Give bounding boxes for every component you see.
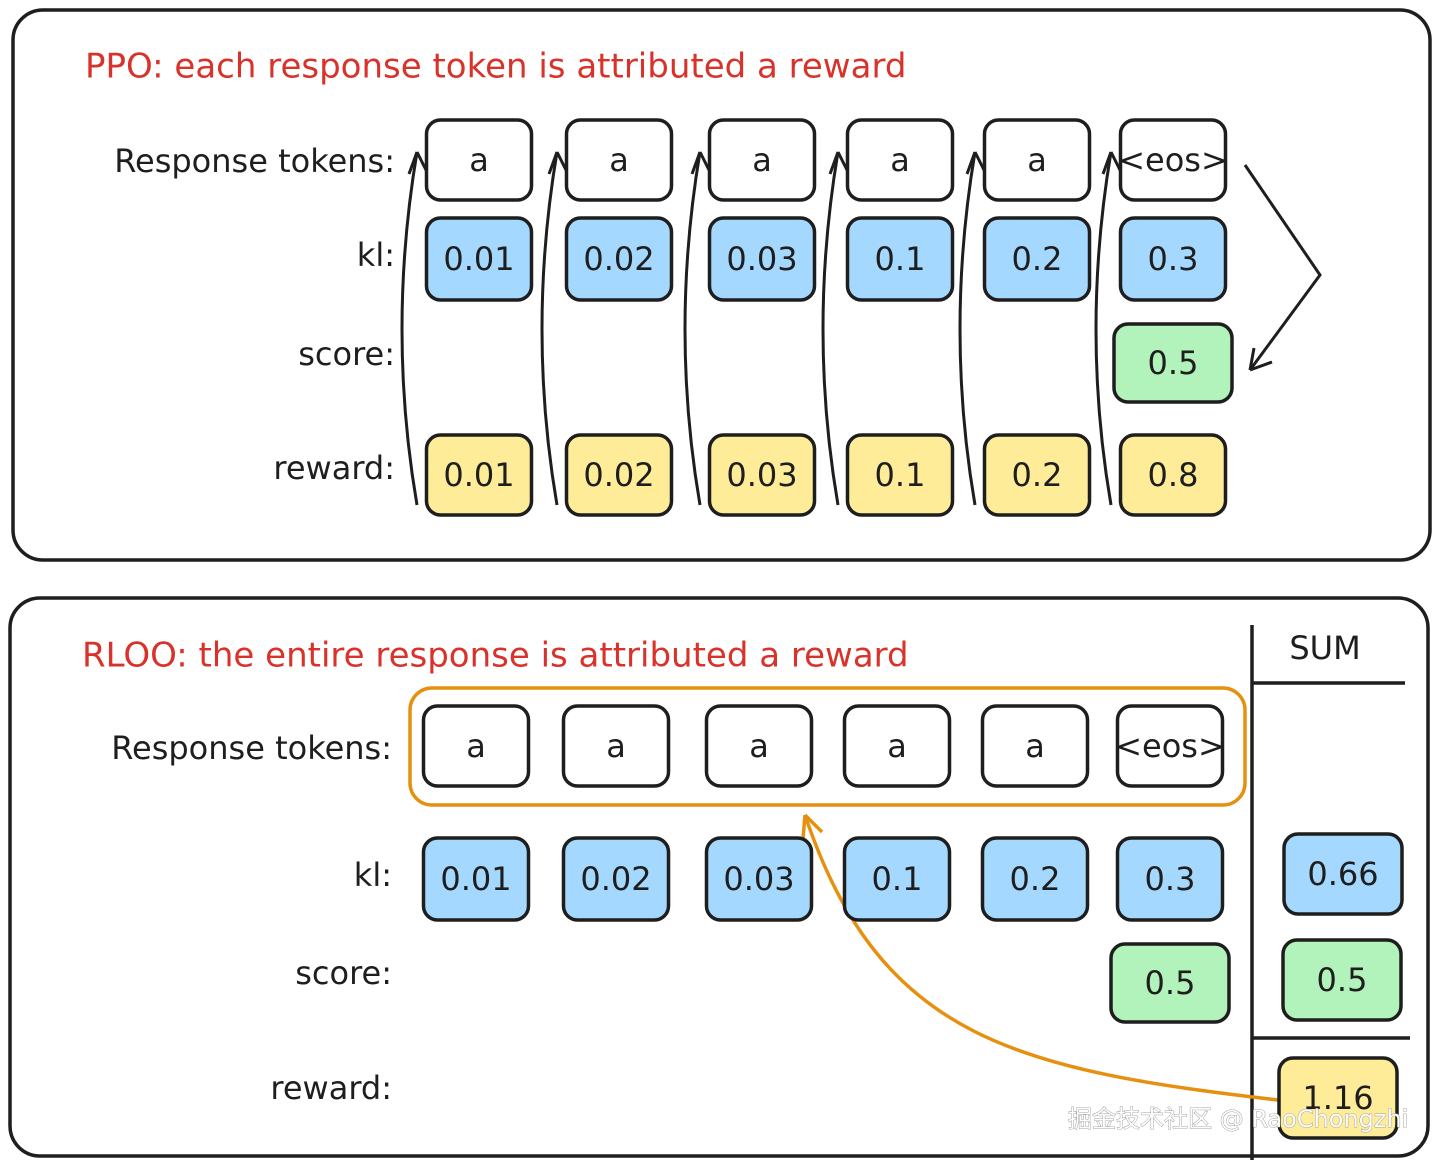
- kl-value-box: [842, 836, 952, 922]
- sum-score-box: [1281, 938, 1403, 1022]
- row-label: kl:: [354, 856, 392, 894]
- reward-value-box: [1118, 433, 1228, 517]
- row-label: score:: [298, 335, 395, 373]
- kl-value-box: [982, 216, 1092, 302]
- kl-value: 0.02: [583, 240, 654, 278]
- token: a: [890, 141, 910, 179]
- sum-reward-box: [1277, 1056, 1399, 1140]
- watermark: 掘金技术社区 @ RaoChongzhi: [1068, 1105, 1408, 1133]
- reward-arrow: [821, 151, 840, 506]
- reward-value-box: [982, 433, 1092, 517]
- token-box: [704, 704, 814, 788]
- token: a: [1027, 141, 1047, 179]
- sum-header: SUM: [1289, 629, 1360, 667]
- arrowhead: [1248, 347, 1273, 372]
- reward-arrow: [400, 151, 419, 506]
- kl-value: 0.03: [726, 240, 797, 278]
- token: <eos>: [1115, 727, 1225, 765]
- kl-value: 0.2: [1012, 240, 1063, 278]
- reward-value: 0.02: [583, 456, 654, 494]
- kl-value: 0.3: [1148, 240, 1199, 278]
- token: a: [749, 727, 769, 765]
- kl-value: 0.1: [872, 860, 923, 898]
- token-box: [842, 704, 952, 788]
- reward-arrow: [540, 151, 559, 506]
- reward-arrow: [958, 151, 977, 506]
- token-box: [561, 704, 671, 788]
- token: a: [606, 727, 626, 765]
- token: a: [887, 727, 907, 765]
- row-label: reward:: [270, 1069, 392, 1107]
- kl-value: 0.02: [580, 860, 651, 898]
- sum-reward: 1.16: [1302, 1079, 1373, 1117]
- reward-value-box: [845, 433, 955, 517]
- row-label: kl:: [357, 236, 395, 274]
- kl-value: 0.1: [875, 240, 926, 278]
- score-value: 0.5: [1148, 344, 1199, 382]
- kl-value: 0.3: [1145, 860, 1196, 898]
- reward-value-box: [707, 433, 817, 517]
- reward-value: 0.8: [1148, 456, 1199, 494]
- sum-arrow: [803, 814, 1279, 1102]
- token-box: [1115, 704, 1225, 788]
- kl-value-box: [707, 216, 817, 302]
- reward-value: 0.03: [726, 456, 797, 494]
- token-group: [408, 686, 1247, 807]
- row-label: Response tokens:: [111, 729, 392, 767]
- sum-score: 0.5: [1317, 961, 1368, 999]
- kl-value: 0.03: [723, 860, 794, 898]
- score-value-box: [1109, 942, 1231, 1024]
- kl-value-box: [845, 216, 955, 302]
- kl-value-box: [704, 836, 814, 922]
- row-label: Response tokens:: [114, 142, 395, 180]
- token-box: [980, 704, 1090, 788]
- kl-value-box: [421, 836, 531, 922]
- token: <eos>: [1118, 141, 1228, 179]
- token: a: [466, 727, 486, 765]
- reward-value: 0.01: [443, 456, 514, 494]
- kl-value-box: [561, 836, 671, 922]
- reward-value-box: [564, 433, 674, 517]
- token-box: [421, 704, 531, 788]
- kl-value-box: [1115, 836, 1225, 922]
- row-label: reward:: [273, 449, 395, 487]
- kl-value-box: [564, 216, 674, 302]
- sum-kl-box: [1282, 832, 1404, 916]
- kl-value-box: [1118, 216, 1228, 302]
- kl-value: 0.01: [440, 860, 511, 898]
- token: a: [1025, 727, 1045, 765]
- kl-value: 0.01: [443, 240, 514, 278]
- token-box: [424, 118, 534, 202]
- rloo-title: RLOO: the entire response is attributed …: [82, 636, 909, 676]
- token-box: [982, 118, 1092, 202]
- score-value: 0.5: [1145, 964, 1196, 1002]
- row-label: score:: [295, 954, 392, 992]
- token-box: [707, 118, 817, 202]
- token-box: [1118, 118, 1228, 202]
- reward-arrow: [1094, 151, 1113, 506]
- reward-value-box: [424, 433, 534, 517]
- kl-value-box: [424, 216, 534, 302]
- sum-kl: 0.66: [1307, 855, 1378, 893]
- token-box: [564, 118, 674, 202]
- token: a: [469, 141, 489, 179]
- token: a: [609, 141, 629, 179]
- reward-arrow: [683, 151, 702, 506]
- token-box: [845, 118, 955, 202]
- arrowhead: [801, 813, 824, 840]
- kl-value-box: [980, 836, 1090, 922]
- eos-arrow: [1243, 164, 1322, 371]
- kl-value: 0.2: [1010, 860, 1061, 898]
- reward-value: 0.1: [875, 456, 926, 494]
- score-value-box: [1112, 322, 1234, 404]
- token: a: [752, 141, 772, 179]
- reward-value: 0.2: [1012, 456, 1063, 494]
- ppo-title: PPO: each response token is attributed a…: [85, 47, 906, 87]
